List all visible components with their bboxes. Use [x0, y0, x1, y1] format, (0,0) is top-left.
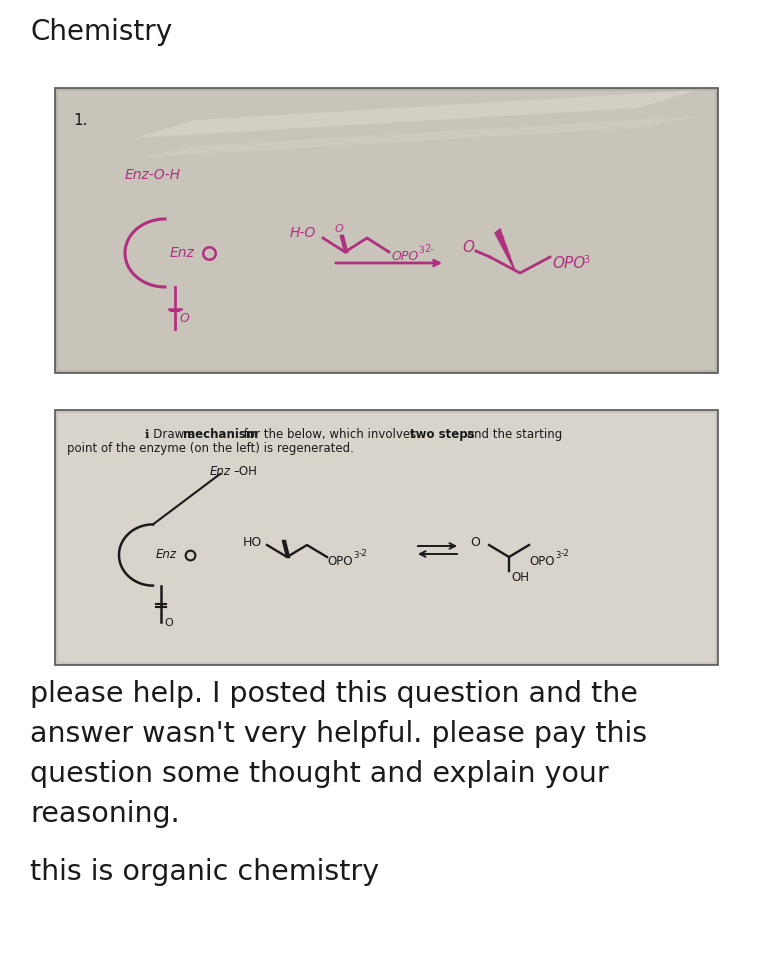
Text: O: O [179, 313, 189, 325]
Text: O: O [164, 617, 173, 628]
Text: OPO: OPO [327, 555, 353, 568]
Text: OPO: OPO [552, 255, 585, 271]
Text: 3: 3 [418, 246, 424, 255]
Text: -2: -2 [561, 549, 570, 558]
Text: Enz: Enz [170, 246, 195, 260]
Text: O: O [335, 224, 343, 234]
Text: –OH: –OH [233, 465, 257, 478]
Text: Chemistry: Chemistry [30, 18, 172, 46]
Polygon shape [495, 229, 515, 271]
Text: 1.: 1. [73, 113, 88, 128]
Text: H-O: H-O [290, 226, 316, 240]
Text: O: O [462, 241, 474, 255]
Text: 2-: 2- [424, 244, 434, 254]
Bar [55, 410, 718, 665]
Text: OPO: OPO [391, 250, 419, 263]
Text: for the below, which involves: for the below, which involves [240, 428, 420, 441]
Text: HO: HO [243, 536, 262, 548]
Bar [55, 88, 718, 373]
Text: ℹ Draw a: ℹ Draw a [145, 428, 199, 441]
Text: OH: OH [511, 571, 529, 584]
Text: answer wasn't very helpful. please pay this: answer wasn't very helpful. please pay t… [30, 720, 647, 748]
Text: 3: 3 [555, 551, 561, 560]
Text: O: O [470, 537, 480, 549]
Polygon shape [135, 116, 698, 158]
Text: 3: 3 [583, 255, 589, 265]
Bar [58, 91, 715, 370]
Polygon shape [135, 90, 698, 138]
Text: 3: 3 [353, 551, 359, 560]
Text: this is organic chemistry: this is organic chemistry [30, 858, 379, 886]
Text: reasoning.: reasoning. [30, 800, 180, 828]
Text: and the starting: and the starting [463, 428, 562, 441]
Text: Enz-O-H: Enz-O-H [125, 168, 181, 182]
Text: two steps: two steps [410, 428, 475, 441]
Text: please help. I posted this question and the: please help. I posted this question and … [30, 680, 638, 708]
Text: OPO: OPO [529, 555, 554, 568]
Text: mechanism: mechanism [183, 428, 258, 441]
Text: Enz: Enz [210, 465, 231, 478]
Text: point of the enzyme (on the left) is regenerated.: point of the enzyme (on the left) is reg… [67, 442, 354, 455]
Text: question some thought and explain your: question some thought and explain your [30, 760, 609, 788]
Text: Enz: Enz [156, 548, 177, 562]
Bar [58, 413, 715, 662]
Text: -2: -2 [359, 549, 368, 558]
